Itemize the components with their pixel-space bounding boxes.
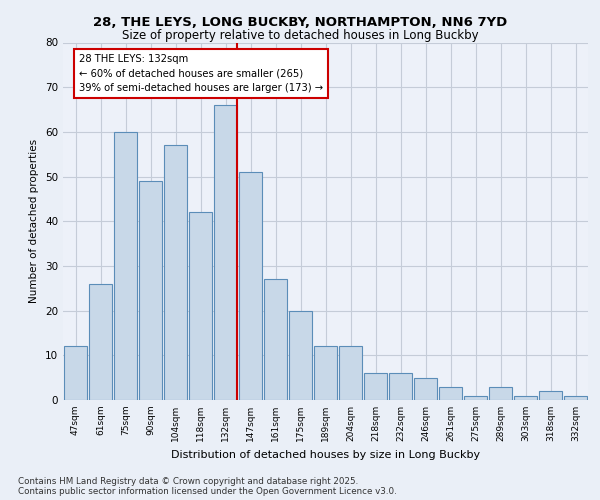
Bar — [439, 386, 462, 400]
Bar — [364, 373, 387, 400]
Text: Contains HM Land Registry data © Crown copyright and database right 2025.
Contai: Contains HM Land Registry data © Crown c… — [18, 476, 397, 496]
Bar — [314, 346, 337, 400]
Text: Size of property relative to detached houses in Long Buckby: Size of property relative to detached ho… — [122, 28, 478, 42]
Bar — [264, 280, 287, 400]
Bar — [514, 396, 537, 400]
Bar — [414, 378, 437, 400]
Bar — [239, 172, 262, 400]
Bar — [139, 181, 162, 400]
Bar — [539, 391, 562, 400]
Bar — [489, 386, 512, 400]
Text: 28 THE LEYS: 132sqm
← 60% of detached houses are smaller (265)
39% of semi-detac: 28 THE LEYS: 132sqm ← 60% of detached ho… — [79, 54, 323, 94]
Bar — [339, 346, 362, 400]
Bar — [164, 146, 187, 400]
Bar — [114, 132, 137, 400]
Bar — [289, 310, 312, 400]
Bar — [389, 373, 412, 400]
Bar — [564, 396, 587, 400]
Bar — [64, 346, 87, 400]
Bar — [464, 396, 487, 400]
Bar — [214, 105, 237, 400]
Bar — [189, 212, 212, 400]
Text: 28, THE LEYS, LONG BUCKBY, NORTHAMPTON, NN6 7YD: 28, THE LEYS, LONG BUCKBY, NORTHAMPTON, … — [93, 16, 507, 29]
Bar — [89, 284, 112, 400]
Y-axis label: Number of detached properties: Number of detached properties — [29, 139, 40, 304]
X-axis label: Distribution of detached houses by size in Long Buckby: Distribution of detached houses by size … — [171, 450, 480, 460]
